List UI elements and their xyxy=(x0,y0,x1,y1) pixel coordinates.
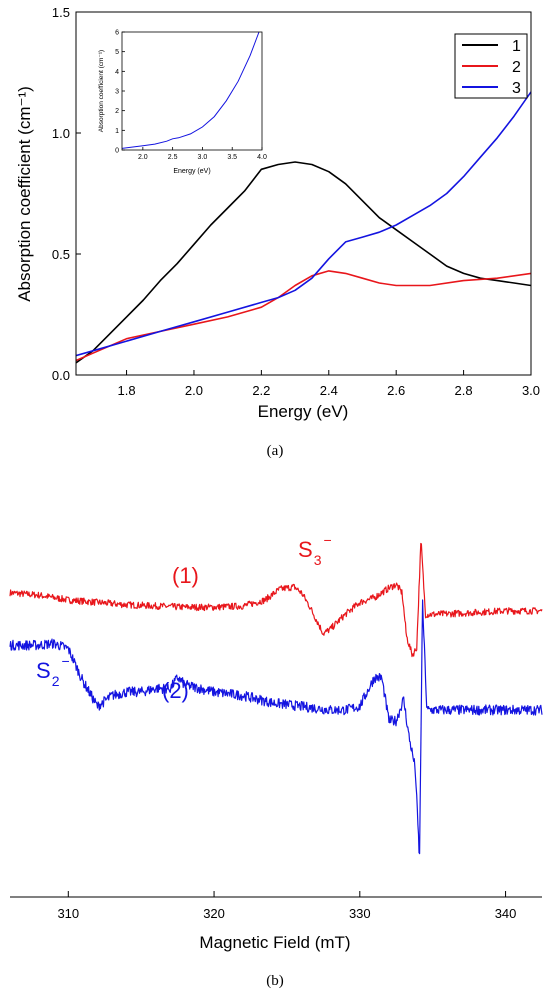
panel-b-x-axis-label: Magnetic Field (mT) xyxy=(199,933,350,952)
panel-b-series-layer xyxy=(9,542,543,855)
annotation-s2-sup: − xyxy=(61,653,69,669)
panel-a-y-ticks: 0.0 0.5 1.0 1.5 xyxy=(52,5,81,383)
panel-a-y-axis-label: Absorption coefficient (cm⁻¹) xyxy=(15,86,34,302)
panel-a-x-tick-label: 2.2 xyxy=(252,383,270,398)
inset-y-tick-label: 3 xyxy=(115,89,119,96)
annotation-s3-radical: S3− xyxy=(298,532,332,568)
panel-a-x-ticks: 1.8 2.0 2.2 2.4 2.6 2.8 3.0 xyxy=(118,370,540,398)
inset-y-tick-label: 4 xyxy=(115,69,119,76)
panel-a: 1.8 2.0 2.2 2.4 2.6 2.8 3.0 0.0 0.5 1.0 1.5 Energ… xyxy=(15,5,540,459)
panel-b-x-tick-label: 310 xyxy=(57,906,79,921)
inset-x-tick-label: 3.0 xyxy=(198,154,208,161)
panel-a-series-1-line xyxy=(76,161,531,364)
annotation-s3-sup: − xyxy=(323,532,331,548)
panel-a-x-axis-label: Energy (eV) xyxy=(258,402,349,421)
inset-x-tick-label: 2.0 xyxy=(138,154,148,161)
panel-a-caption: (a) xyxy=(267,443,284,459)
panel-a-y-tick-label: 0.0 xyxy=(52,368,70,383)
panel-b-x-ticks: 310 320 330 340 xyxy=(57,891,516,921)
inset-background xyxy=(122,32,262,150)
annotation-s2-radical: S2− xyxy=(36,653,70,689)
panel-a-y-tick-label: 0.5 xyxy=(52,247,70,262)
panel-a-x-tick-label: 2.0 xyxy=(185,383,203,398)
inset-y-tick-label: 5 xyxy=(115,49,119,56)
inset-y-axis-label: Absorption coefficient (cm⁻¹) xyxy=(98,50,105,132)
panel-b-caption: (b) xyxy=(266,973,284,989)
legend-label-2: 2 xyxy=(512,59,521,76)
panel-a-x-tick-label: 1.8 xyxy=(118,383,136,398)
panel-b-x-tick-label: 340 xyxy=(495,906,517,921)
legend-label-1: 1 xyxy=(512,38,521,55)
inset-y-tick-label: 1 xyxy=(115,128,119,135)
inset-x-tick-label: 4.0 xyxy=(257,154,267,161)
inset-x-ticks: 2.0 2.5 3.0 3.5 4.0 xyxy=(138,147,267,161)
panel-b-x-tick-label: 320 xyxy=(203,906,225,921)
annotation-s3-sub: 3 xyxy=(314,552,322,568)
panel-a-series-3-line xyxy=(76,91,531,357)
panel-b-series-1-trace xyxy=(9,542,543,658)
inset-x-axis-label: Energy (eV) xyxy=(173,168,210,175)
inset-y-ticks: 0 1 2 3 4 5 6 xyxy=(115,30,125,155)
panel-b: 310 320 330 340 Magnetic Field (mT) S3− S2−… xyxy=(9,532,543,989)
panel-a-x-tick-label: 3.0 xyxy=(522,383,540,398)
inset-x-tick-label: 3.5 xyxy=(227,154,237,161)
annotation-s2-sub: 2 xyxy=(52,673,60,689)
panel-a-legend: 1 2 3 xyxy=(454,33,528,99)
panel-a-x-tick-label: 2.8 xyxy=(455,383,473,398)
panel-a-x-tick-label: 2.6 xyxy=(387,383,405,398)
inset-y-tick-label: 0 xyxy=(115,148,119,155)
panel-b-series-2-trace xyxy=(9,599,543,855)
inset-series-layer xyxy=(122,32,260,149)
panel-a-inset: 2.0 2.5 3.0 3.5 4.0 0 1 2 3 4 5 6 Energy (eV) Abso… xyxy=(98,30,267,176)
inset-y-tick-label: 2 xyxy=(115,108,119,115)
panel-a-y-tick-label: 1.0 xyxy=(52,126,70,141)
panel-a-x-tick-label: 2.4 xyxy=(320,383,338,398)
annotation-s2-base: S xyxy=(36,658,51,683)
inset-series-3-line xyxy=(122,32,260,149)
panel-a-plot-frame xyxy=(75,11,532,376)
inset-x-tick-label: 2.5 xyxy=(168,154,178,161)
legend-label-3: 3 xyxy=(512,80,521,97)
annotation-s3-base: S xyxy=(298,537,313,562)
inset-y-tick-label: 6 xyxy=(115,30,119,37)
panel-a-y-tick-label: 1.5 xyxy=(52,5,70,20)
panel-a-series-layer xyxy=(76,91,531,364)
panel-b-x-tick-label: 330 xyxy=(349,906,371,921)
annotation-spectrum-1: (1) xyxy=(172,563,199,588)
annotation-spectrum-2: (2) xyxy=(162,678,189,703)
